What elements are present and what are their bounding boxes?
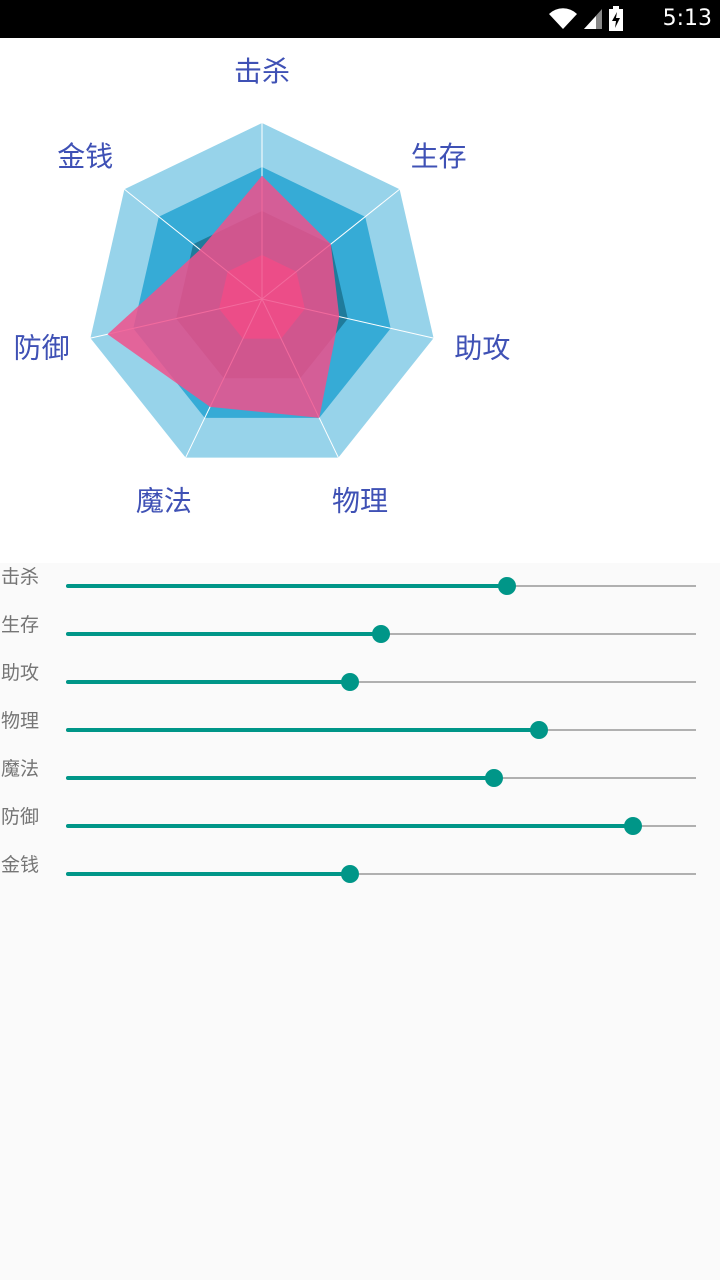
slider-label: 金钱 xyxy=(1,854,40,876)
slider-fill xyxy=(66,872,350,876)
slider-thumb[interactable] xyxy=(340,673,359,691)
slider-physical[interactable] xyxy=(66,721,696,739)
slider-fill xyxy=(66,680,350,684)
radar-data-polygon xyxy=(107,175,340,418)
slider-magic[interactable] xyxy=(66,769,696,787)
slider-survival[interactable] xyxy=(66,625,696,643)
radar-axis-label: 生存 xyxy=(411,140,467,173)
slider-label: 魔法 xyxy=(1,758,40,780)
signal-icon xyxy=(584,9,602,29)
wifi-icon xyxy=(549,8,577,30)
radar-axis-label: 防御 xyxy=(14,331,70,364)
slider-fill xyxy=(66,728,539,732)
slider-row-defense: 防御 xyxy=(0,803,720,851)
slider-row-gold: 金钱 xyxy=(0,851,720,899)
radar-axis-label: 物理 xyxy=(332,485,388,518)
status-icons xyxy=(548,6,624,32)
slider-gold[interactable] xyxy=(66,865,696,883)
slider-assists[interactable] xyxy=(66,673,696,691)
slider-defense[interactable] xyxy=(66,817,696,835)
slider-label: 助攻 xyxy=(1,662,40,684)
slider-label: 击杀 xyxy=(1,566,40,588)
slider-fill xyxy=(66,824,633,828)
slider-thumb[interactable] xyxy=(340,865,359,883)
slider-kills[interactable] xyxy=(66,577,696,595)
slider-fill xyxy=(66,632,381,636)
radar-data xyxy=(107,175,340,418)
radar-axis-label: 魔法 xyxy=(136,485,192,518)
slider-thumb[interactable] xyxy=(498,577,516,595)
slider-fill xyxy=(66,776,495,780)
status-time: 5:13 xyxy=(662,6,712,31)
radar-axis-label: 助攻 xyxy=(454,331,510,364)
slider-label: 生存 xyxy=(1,614,40,636)
battery-charging-icon xyxy=(609,6,623,31)
radar-axis-label: 金钱 xyxy=(57,140,113,173)
slider-row-assists: 助攻 xyxy=(0,659,720,707)
radar-axis-label: 击杀 xyxy=(234,55,290,88)
slider-panel: 击杀 生存 助攻 物理 魔法 防御 xyxy=(0,563,720,1280)
slider-thumb[interactable] xyxy=(624,817,642,835)
slider-row-kills: 击杀 xyxy=(0,563,720,611)
slider-label: 物理 xyxy=(1,710,40,732)
slider-thumb[interactable] xyxy=(372,625,390,643)
slider-row-physical: 物理 xyxy=(0,707,720,755)
slider-thumb[interactable] xyxy=(485,769,504,787)
slider-label: 防御 xyxy=(1,806,40,828)
radar-chart-area: 击杀生存助攻物理 魔法 防御 金钱 xyxy=(0,38,720,563)
slider-row-survival: 生存 xyxy=(0,611,720,659)
status-bar: 5:13 xyxy=(0,0,720,38)
slider-thumb[interactable] xyxy=(529,721,548,739)
slider-row-magic: 魔法 xyxy=(0,755,720,803)
slider-fill xyxy=(66,584,507,588)
